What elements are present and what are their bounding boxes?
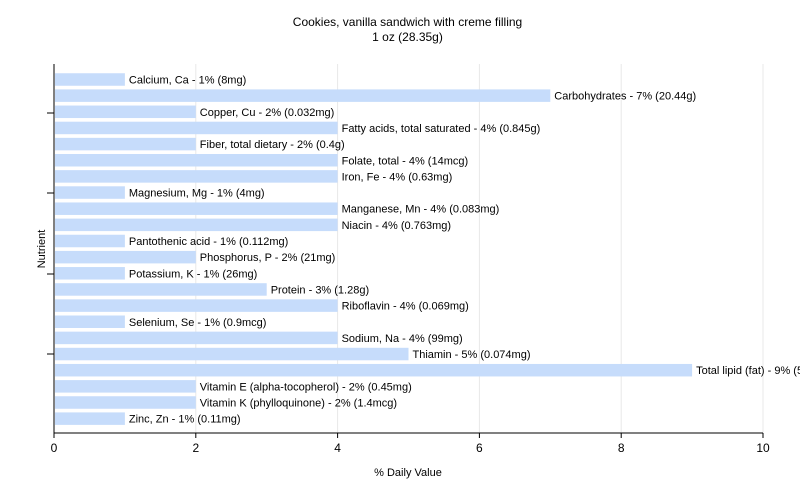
bar-label: Protein - 3% (1.28g): [271, 284, 369, 296]
bars: [55, 73, 693, 425]
chart-subtitle: 1 oz (28.35g): [372, 30, 443, 44]
bar: [55, 121, 338, 135]
bar-label: Copper, Cu - 2% (0.032mg): [200, 107, 335, 119]
bar: [55, 202, 338, 215]
grid-lines: [195, 64, 764, 433]
bar-label: Calcium, Ca - 1% (8mg): [129, 75, 246, 87]
bar-label: Thiamin - 5% (0.074mg): [413, 349, 531, 361]
bar-label: Iron, Fe - 4% (0.63mg): [342, 171, 453, 183]
chart-title: Cookies, vanilla sandwich with creme fil…: [292, 15, 523, 29]
bar: [55, 396, 196, 409]
bar: [55, 154, 338, 167]
bar: [55, 315, 125, 328]
bar-label: Niacin - 4% (0.763mg): [342, 220, 451, 232]
x-tick-label: 4: [334, 441, 341, 455]
bar: [55, 218, 338, 232]
bar-label: Vitamin K (phylloquinone) - 2% (1.4mcg): [200, 398, 397, 410]
x-tick-label: 0: [51, 441, 58, 455]
bar-label: Sodium, Na - 4% (99mg): [342, 333, 463, 345]
bar-label: Potassium, K - 1% (26mg): [129, 268, 257, 280]
bar: [55, 73, 125, 86]
x-axis-ticks: 0 2 4 6 8 10: [47, 112, 770, 455]
bar-label: Magnesium, Mg - 1% (4mg): [129, 188, 265, 200]
chart-title-block: Cookies, vanilla sandwich with creme fil…: [0, 15, 800, 45]
bar: [55, 105, 196, 119]
bar: [55, 267, 125, 280]
bar-label: Selenium, Se - 1% (0.9mcg): [129, 317, 267, 329]
bar: [55, 412, 125, 425]
bar-label: Zinc, Zn - 1% (0.11mg): [129, 414, 241, 426]
bar-label: Vitamin E (alpha-tocopherol) - 2% (0.45m…: [200, 381, 412, 393]
bar: [55, 363, 693, 377]
bar-label: Manganese, Mn - 4% (0.083mg): [342, 204, 500, 216]
bar: [55, 234, 125, 248]
bar: [55, 299, 338, 312]
axes: [53, 64, 763, 434]
bar-label: Riboflavin - 4% (0.069mg): [342, 301, 469, 313]
bar: [55, 89, 551, 102]
x-tick-label: 2: [192, 441, 199, 455]
bar-label: Total lipid (fat) - 9% (5.67g): [696, 365, 800, 377]
x-tick-label: 8: [618, 441, 625, 455]
bar: [55, 331, 338, 345]
bar: [55, 170, 338, 183]
bar-labels: Calcium, Ca - 1% (8mg) Carbohydrates - 7%…: [129, 75, 800, 426]
y-axis-title: Nutrient: [36, 230, 48, 269]
bar-label: Fatty acids, total saturated - 4% (0.845…: [342, 123, 541, 135]
x-tick-label: 6: [476, 441, 483, 455]
bar: [55, 250, 196, 264]
x-tick-label: 10: [756, 441, 770, 455]
bar: [55, 347, 409, 361]
bar-label: Phosphorus, P - 2% (21mg): [200, 252, 336, 264]
bar: [55, 186, 125, 199]
bar-label: Pantothenic acid - 1% (0.112mg): [129, 236, 288, 248]
bar-label: Folate, total - 4% (14mcg): [342, 155, 469, 167]
bar: [55, 380, 196, 393]
bar: [55, 283, 267, 296]
bar-label: Carbohydrates - 7% (20.44g): [554, 91, 696, 103]
bar: [55, 137, 196, 151]
bar-label: Fiber, total dietary - 2% (0.4g): [200, 139, 345, 151]
x-axis-title: % Daily Value: [374, 467, 442, 479]
